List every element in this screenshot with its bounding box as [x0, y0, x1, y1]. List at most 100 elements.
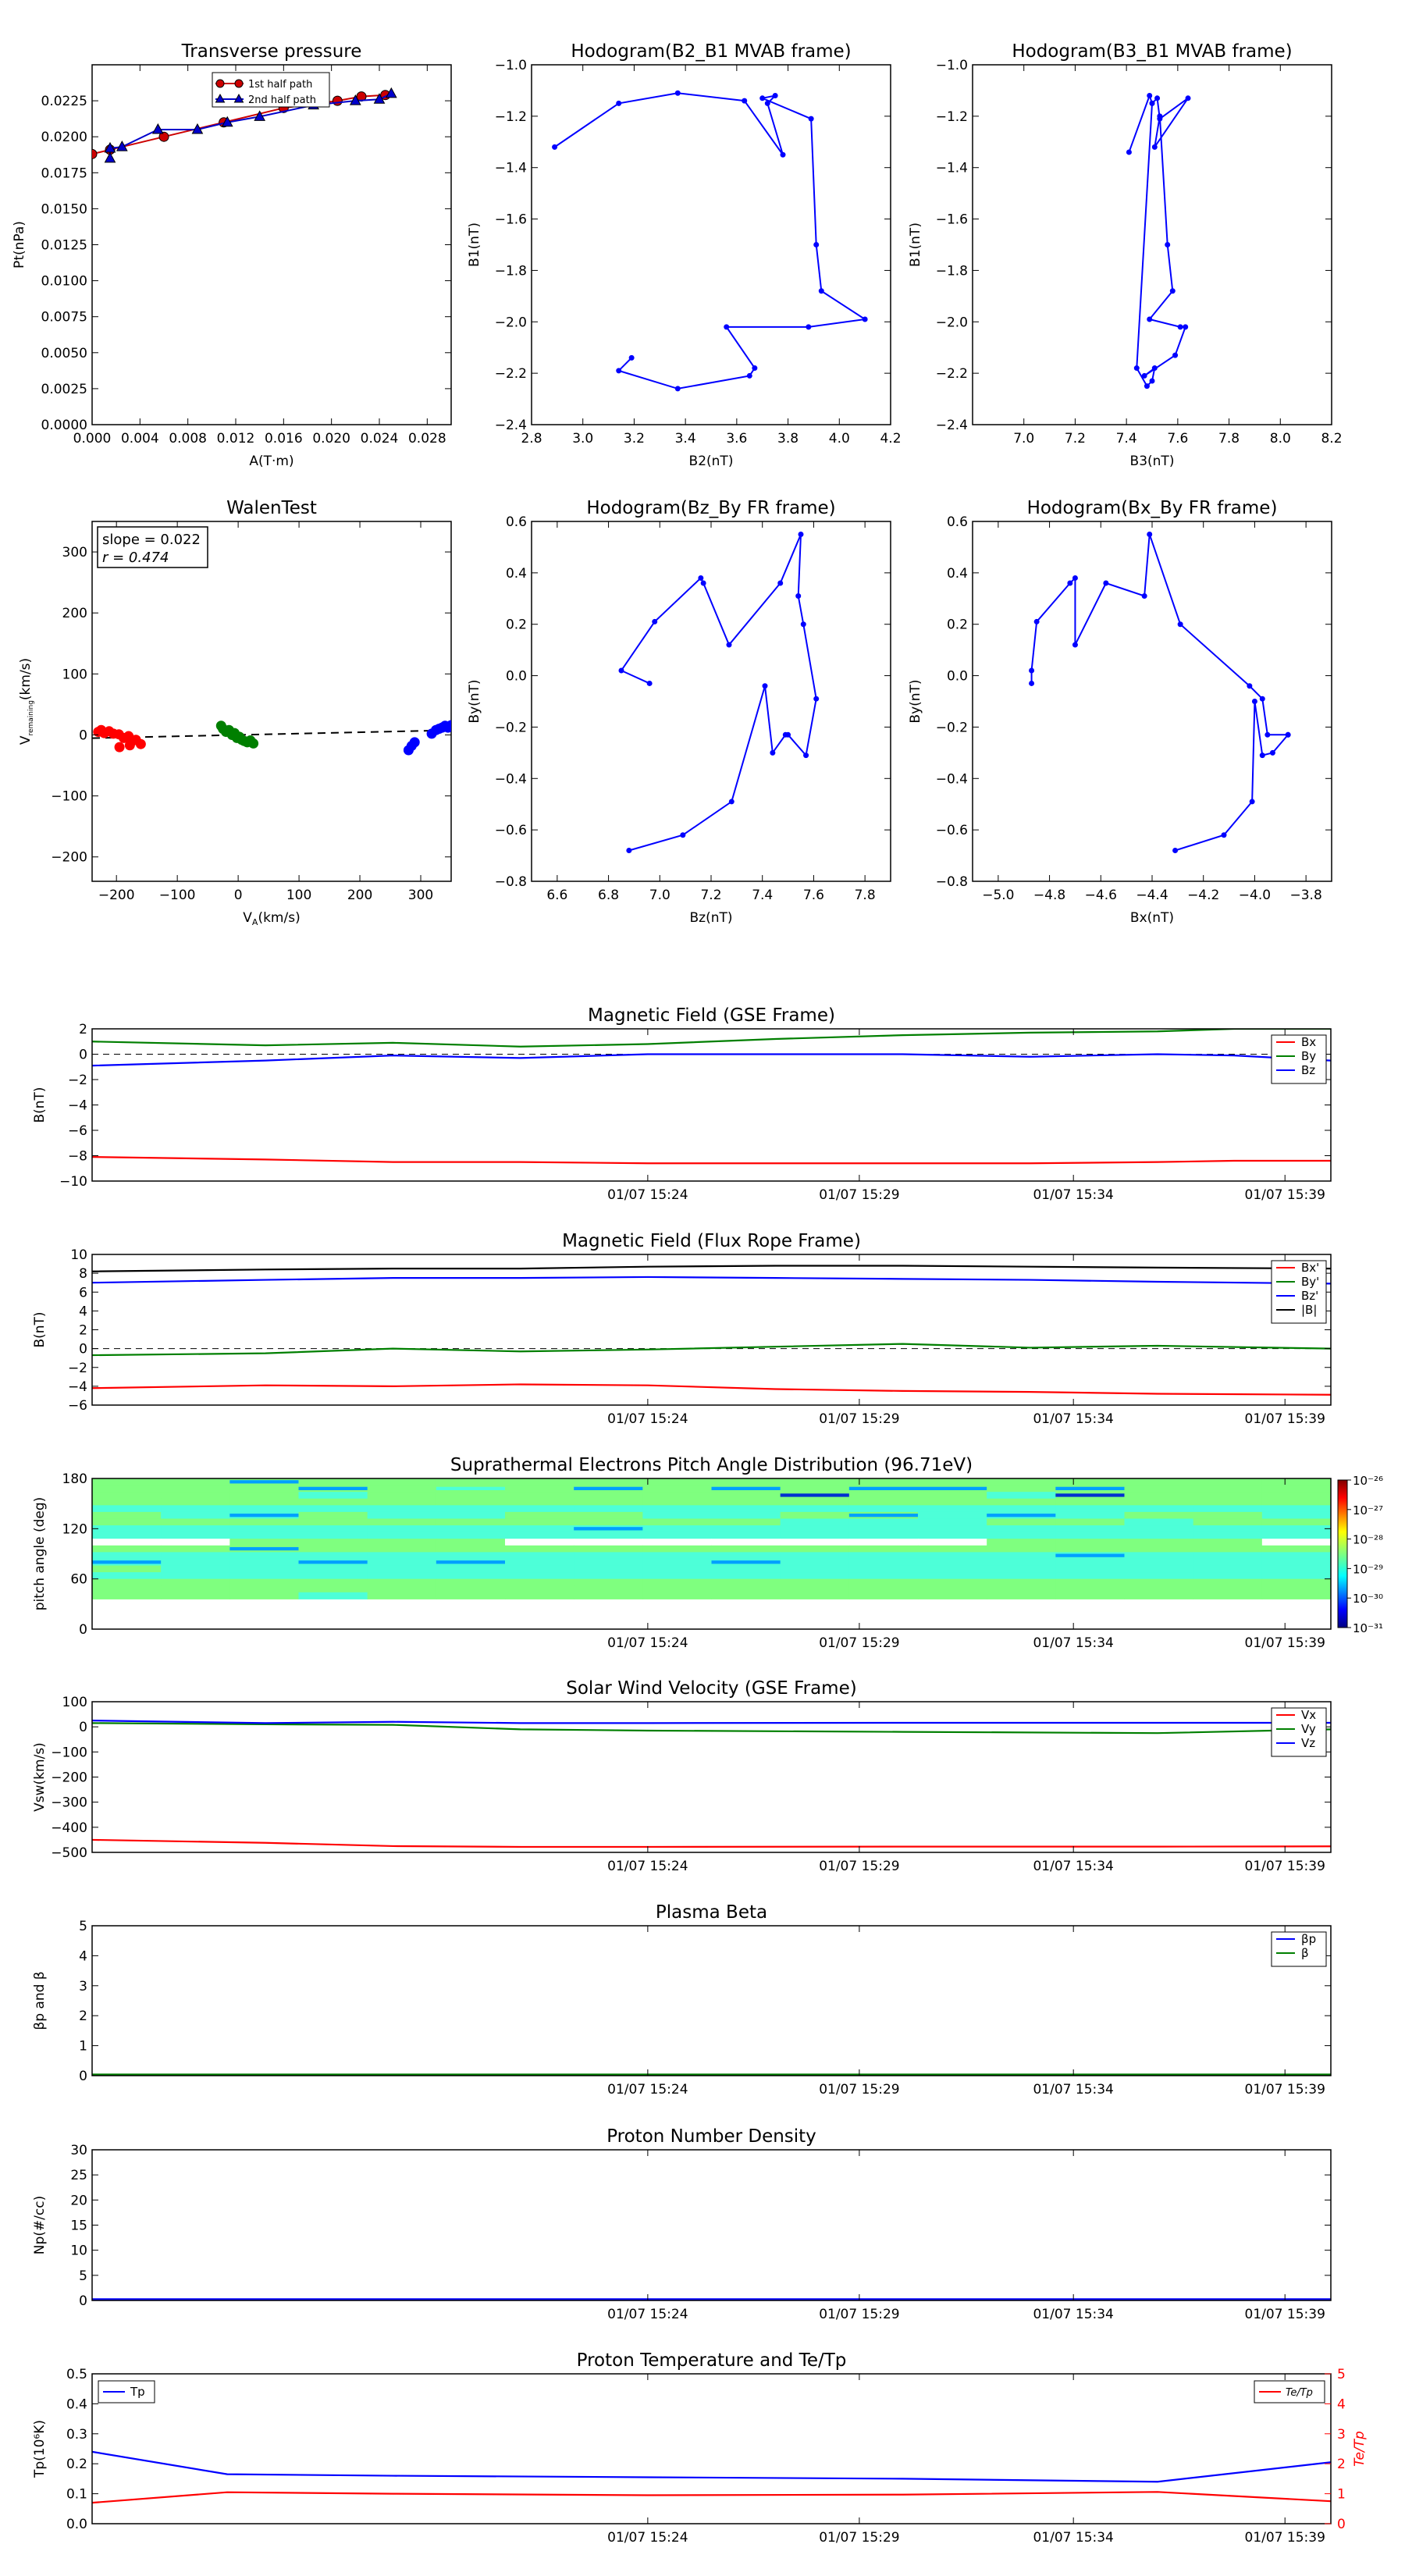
heatmap-cell: [987, 1565, 1056, 1573]
heatmap-cell: [1193, 1478, 1263, 1486]
heatmap-cell: [918, 1558, 987, 1567]
heatmap-cell: [780, 1578, 850, 1586]
heatmap-cell: [229, 1565, 299, 1573]
data-point: [92, 148, 98, 159]
heatmap-cell: [367, 1511, 437, 1519]
data-point: [1185, 95, 1191, 101]
data-point: [1072, 642, 1078, 648]
timeseries-chart-ts_b: Magnetic Field (GSE Frame) 01/07 15:24 01/…: [32, 1005, 1332, 1203]
y-tick-label: 0.6: [506, 514, 527, 530]
legend-label: Te/Tp: [1286, 2387, 1313, 2399]
heatmap-cell: [367, 1565, 437, 1573]
data-point: [1251, 699, 1257, 704]
x-tick-label: 01/07 15:24: [607, 1859, 688, 1874]
axes-frame: [91, 1478, 1332, 1630]
y-tick-label: −2: [68, 1361, 87, 1376]
heatmap-cell: [987, 1505, 1056, 1513]
heatmap-cell: [505, 1518, 574, 1526]
heatmap-cell: [436, 1525, 506, 1533]
x-axis-label: B3(nT): [1130, 454, 1175, 469]
heatmap-cell: [918, 1492, 987, 1500]
heatmap-cell: [780, 1478, 850, 1486]
heatmap-cell: [848, 1552, 919, 1560]
y-tick-label-right: 4: [1337, 2396, 1346, 2412]
data-point: [770, 749, 776, 756]
y-tick-label: 30: [70, 2143, 87, 2158]
heatmap-cell: [848, 1525, 919, 1533]
heatmap-cell: [711, 1585, 781, 1593]
heatmap-cell: [1124, 1532, 1194, 1539]
y-tick-label: 0.4: [66, 2396, 87, 2412]
legend-marker: [215, 79, 225, 88]
heatmap-cell: [1193, 1552, 1263, 1560]
heatmap-cell: [848, 1545, 919, 1553]
y-tick-label: −6: [68, 1398, 87, 1414]
heatmap-cell: [298, 1498, 368, 1506]
y-axis-label-right: Te/Tp: [1352, 2431, 1368, 2467]
data-point: [862, 316, 868, 322]
legend-label: Vz: [1301, 1736, 1315, 1750]
heatmap-cell: [229, 1585, 299, 1593]
x-tick-label: 6.6: [546, 888, 567, 903]
x-tick-label: 01/07 15:34: [1033, 1411, 1113, 1427]
y-tick-label-right: 0: [1337, 2517, 1346, 2532]
heatmap-cell: [92, 1498, 162, 1506]
heatmap-cell: [367, 1585, 437, 1593]
y-axis-label: B1(nT): [467, 222, 482, 267]
data-point: [1147, 316, 1153, 322]
x-tick-label: 3.4: [675, 431, 696, 447]
heatmap-cell: [1261, 1552, 1332, 1560]
data-point: [1172, 352, 1179, 358]
heatmap-cell: [780, 1572, 850, 1580]
heatmap-cell: [1124, 1511, 1194, 1519]
heatmap-highlight: [780, 1493, 849, 1497]
heatmap-cell: [505, 1545, 574, 1553]
legend-label: Bx': [1301, 1261, 1319, 1275]
heatmap-highlight: [711, 1560, 781, 1564]
heatmap-cell: [987, 1592, 1056, 1599]
heatmap-cell: [1124, 1565, 1194, 1573]
heatmap-highlight: [298, 1560, 368, 1564]
series-line: [92, 1720, 1331, 1724]
data-point: [1151, 365, 1158, 372]
heatmap-cell: [367, 1552, 437, 1560]
y-tick-label: −2.4: [495, 418, 527, 433]
y-axis-label: Np(#/cc): [32, 2196, 48, 2254]
heatmap-cell: [1055, 1478, 1125, 1486]
x-tick-label: 01/07 15:24: [607, 2082, 688, 2097]
data-point: [813, 242, 820, 247]
x-tick-label: 300: [408, 888, 433, 903]
heatmap-cell: [92, 1578, 162, 1586]
heatmap-cell: [1193, 1518, 1263, 1526]
colorbar-label: 10⁻³⁰: [1353, 1592, 1383, 1606]
series-line: [92, 1053, 1331, 1067]
heatmap-highlight: [1055, 1486, 1125, 1491]
x-tick-label: 01/07 15:24: [607, 2530, 688, 2546]
data-point: [1067, 580, 1073, 586]
heatmap-cell: [367, 1545, 437, 1553]
x-tick-label: 01/07 15:39: [1245, 1859, 1325, 1874]
heatmap-cell: [367, 1518, 437, 1526]
series-line: [92, 1838, 1331, 1848]
data-point: [1029, 667, 1035, 674]
x-tick-label: 200: [347, 888, 372, 903]
data-point: [1183, 324, 1189, 330]
y-tick-label: 0.3: [66, 2427, 87, 2443]
heatmap-cell: [848, 1592, 919, 1599]
series-line: [92, 1383, 1331, 1396]
x-tick-label: 0.028: [408, 431, 446, 447]
legend-label: Vy: [1301, 1722, 1316, 1736]
y-tick-label: −2: [68, 1073, 87, 1088]
heatmap-cell: [1124, 1525, 1194, 1533]
x-tick-label: 0.008: [169, 431, 207, 447]
y-tick-label: −4: [68, 1379, 87, 1395]
chart-title: Hodogram(Bz_By FR frame): [586, 498, 835, 518]
heatmap-cell: [780, 1485, 850, 1493]
heatmap-cell: [367, 1505, 437, 1513]
series-line: [92, 2450, 1331, 2483]
heatmap-cell: [987, 1578, 1056, 1586]
heatmap-highlight: [1055, 1553, 1125, 1557]
heatmap-cell: [505, 1585, 574, 1593]
heatmap-cell: [1261, 1592, 1332, 1599]
data-point: [552, 144, 558, 150]
